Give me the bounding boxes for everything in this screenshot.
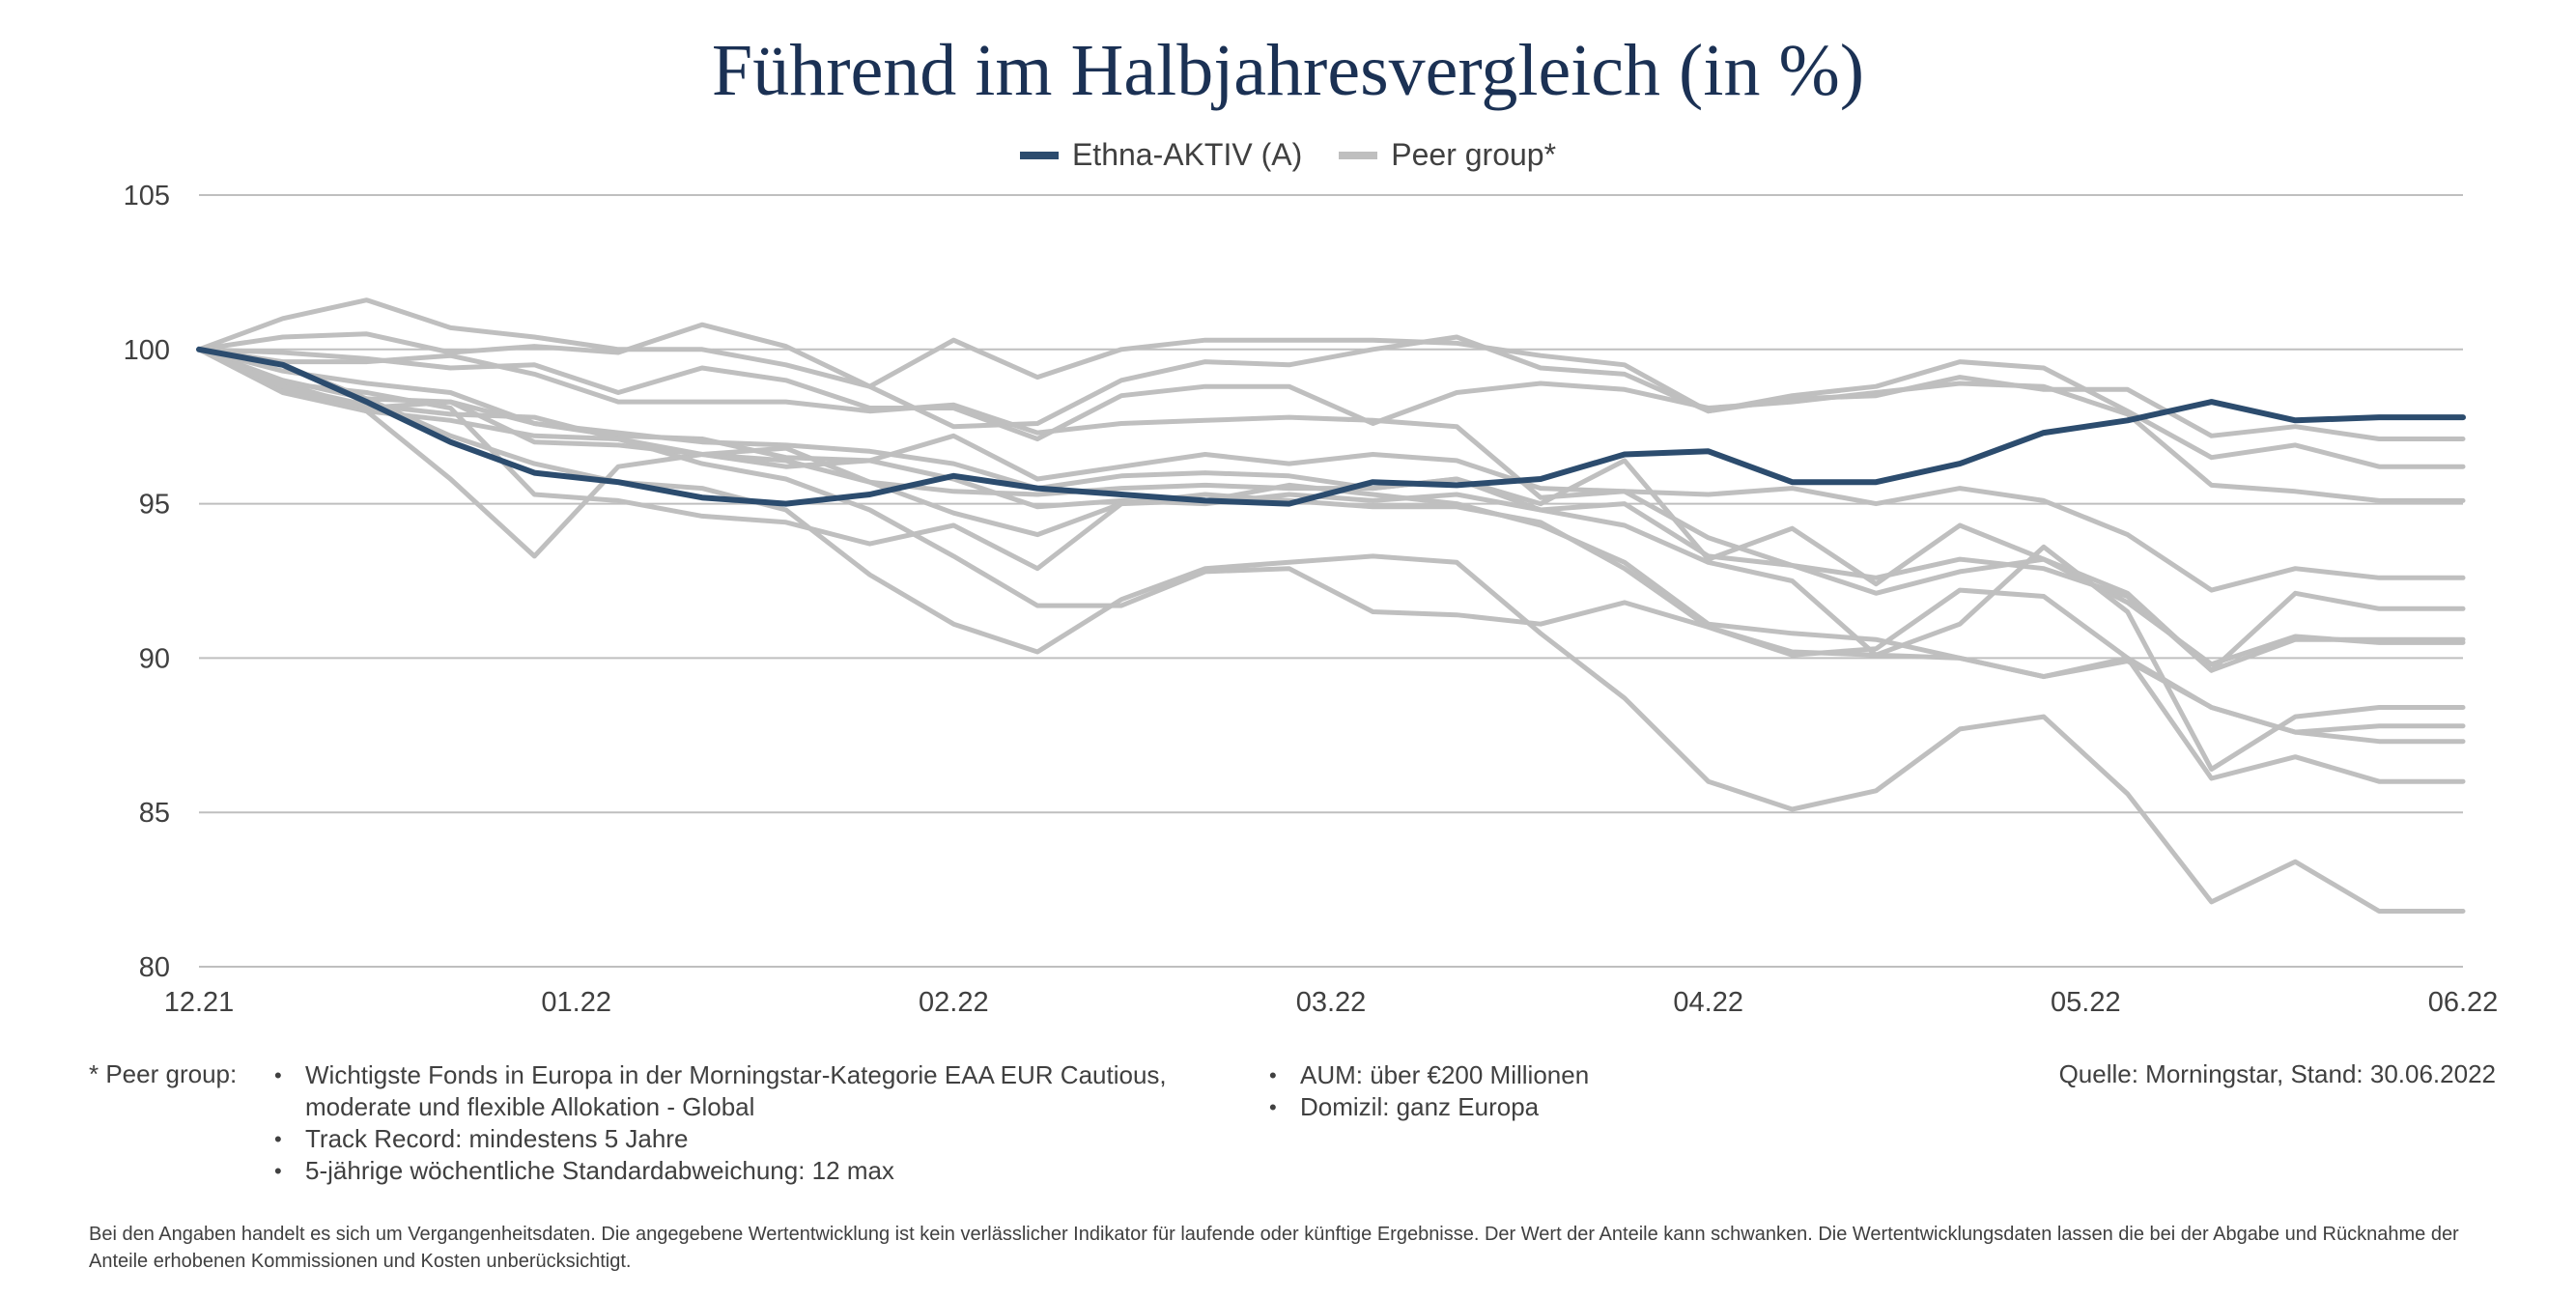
series-line-peer-fund xyxy=(196,347,2466,673)
y-axis-labels: 105 100 95 90 85 80 xyxy=(124,181,170,983)
y-tick-label: 80 xyxy=(139,952,170,983)
peer-group-lines xyxy=(196,297,2466,914)
legend-swatch-peer-group xyxy=(1339,151,1378,159)
footnote-criterion-text: Domizil: ganz Europa xyxy=(1300,1092,1540,1121)
chart-legend: Ethna-AKTIV (A) Peer group* xyxy=(0,137,2576,173)
legend-label-peer-group: Peer group* xyxy=(1391,137,1557,172)
series-line-peer-fund xyxy=(196,347,2466,745)
footnote-criterion: 5-jährige wöchentliche Standardabweichun… xyxy=(274,1155,1366,1187)
footnote-criterion: Track Record: mindestens 5 Jahre xyxy=(274,1123,1366,1155)
footnote-label: * Peer group: xyxy=(89,1059,238,1088)
footnote-criterion-text: Wichtigste Fonds in Europa in der Mornin… xyxy=(305,1060,1167,1089)
x-tick-label: 05.22 xyxy=(2051,987,2121,1018)
footnote-criterion: Wichtigste Fonds in Europa in der Mornin… xyxy=(274,1059,1366,1123)
legend-label-ethna: Ethna-AKTIV (A) xyxy=(1071,137,1303,172)
x-tick-label: 04.22 xyxy=(1673,987,1743,1018)
ethna-line-layer xyxy=(196,346,2466,507)
page-title: Führend im Halbjahresvergleich (in %) xyxy=(711,30,1865,111)
x-tick-label: 06.22 xyxy=(2428,987,2499,1018)
legend-swatch-ethna xyxy=(1019,151,1059,159)
series-line-peer-fund xyxy=(196,347,2466,914)
footnote-criterion: Domizil: ganz Europa xyxy=(1269,1091,1752,1123)
x-axis-labels: 12.21 01.22 02.22 03.22 04.22 05.22 06.22 xyxy=(164,987,2499,1018)
series-line-peer-fund xyxy=(196,347,2466,673)
y-tick-label: 85 xyxy=(139,798,170,829)
x-tick-label: 02.22 xyxy=(919,987,989,1018)
footnote-criterion-text: moderate und flexible Allokation - Globa… xyxy=(305,1092,755,1121)
footnote-criterion: AUM: über €200 Millionen xyxy=(1269,1059,1752,1091)
footnote-criterion-text: AUM: über €200 Millionen xyxy=(1300,1060,1590,1089)
y-tick-label: 90 xyxy=(139,643,170,674)
series-line-peer-fund xyxy=(196,347,2466,667)
y-tick-label: 105 xyxy=(124,181,170,211)
x-tick-label: 03.22 xyxy=(1296,987,1367,1018)
footnote-criteria-list-1: Wichtigste Fonds in Europa in der Mornin… xyxy=(274,1059,1366,1187)
x-tick-label: 12.21 xyxy=(164,987,235,1018)
x-tick-label: 01.22 xyxy=(541,987,611,1018)
y-tick-label: 95 xyxy=(139,490,170,521)
series-line-peer-fund xyxy=(196,322,2466,469)
legend-item-peer-group: Peer group* xyxy=(1339,137,1556,173)
series-line-peer-fund xyxy=(196,347,2466,772)
footnote-criterion-text: 5-jährige wöchentliche Standardabweichun… xyxy=(305,1156,894,1185)
footnote-criterion-text: Track Record: mindestens 5 Jahre xyxy=(305,1124,689,1153)
series-line-peer-fund xyxy=(196,347,2466,784)
line-chart: 105 100 95 90 85 80 12.21 01.22 02.22 03.22 04.22… xyxy=(124,181,2499,1018)
disclaimer: Bei den Angaben handelt es sich um Verga… xyxy=(89,1224,2459,1272)
source-note: Quelle: Morningstar, Stand: 30.06.2022 xyxy=(2058,1059,2496,1088)
gridlines xyxy=(199,194,2463,968)
series-line-peer-fund xyxy=(196,347,2466,503)
footnote-criteria-list-2: AUM: über €200 Millionen Domizil: ganz E… xyxy=(1269,1059,1752,1123)
legend-item-ethna: Ethna-AKTIV (A) xyxy=(1019,137,1303,173)
series-line-ethna-aktiv xyxy=(196,346,2466,507)
y-tick-label: 100 xyxy=(124,335,170,366)
